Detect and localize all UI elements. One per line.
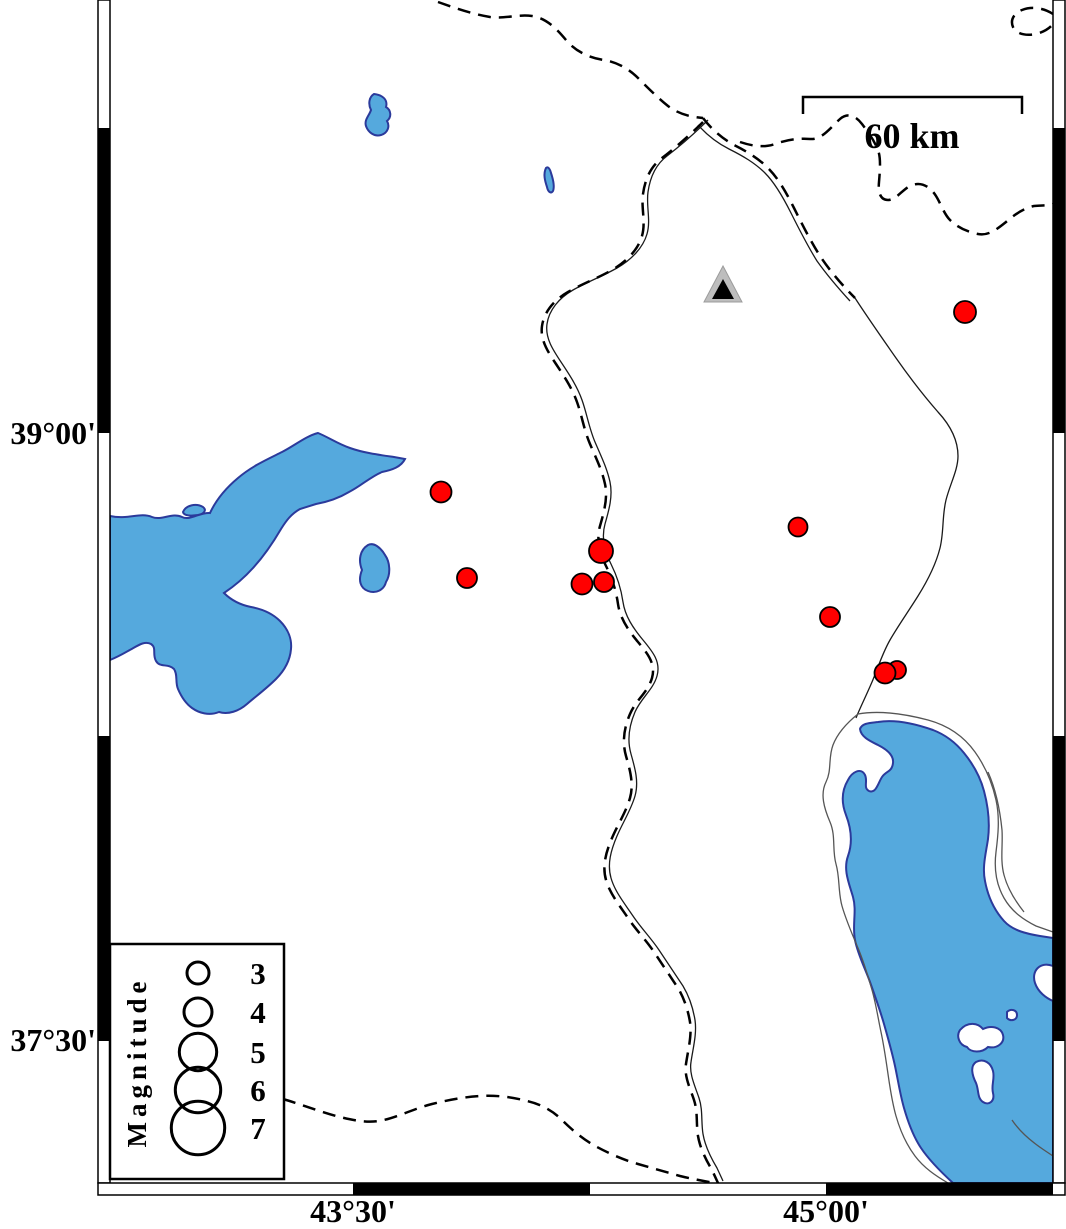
urmia-shoreline-west bbox=[822, 713, 949, 1184]
legend-magnitude-value: 7 bbox=[250, 1111, 266, 1146]
legend-entries: 3 4 567 bbox=[169, 956, 266, 1157]
urmia-shoreline-north bbox=[857, 711, 1054, 933]
frame-bottom-black-2 bbox=[826, 1183, 1053, 1195]
border-northeast-diagonal bbox=[702, 117, 856, 299]
urmia-shoreline-southeast bbox=[1011, 1119, 1054, 1157]
border-bottom-southwest bbox=[282, 1094, 715, 1185]
small-pond bbox=[181, 503, 206, 517]
lake-van bbox=[109, 431, 407, 715]
frame-left-black-2 bbox=[98, 736, 110, 1041]
map-frame bbox=[97, 0, 1066, 1196]
lat-label-39: 39°00' bbox=[10, 415, 96, 451]
frame-right-black-2 bbox=[1053, 736, 1065, 1041]
small-lake-north bbox=[543, 166, 555, 194]
station-marker bbox=[703, 264, 743, 303]
scale-bar-bracket bbox=[801, 95, 1024, 114]
legend-magnitude-circle bbox=[169, 1099, 227, 1157]
province-border-east bbox=[854, 297, 959, 719]
border-east-horizontal bbox=[739, 114, 1054, 236]
earthquake-dot bbox=[588, 538, 614, 564]
lon-label-4500: 45°00' bbox=[783, 1193, 869, 1229]
legend-magnitude-value: 3 bbox=[250, 956, 266, 991]
earthquake-dot bbox=[873, 661, 897, 685]
earthquake-dot bbox=[429, 480, 453, 504]
dashed-border-layer bbox=[282, 0, 1054, 1185]
magnitude-legend: Magnitude 3 4 567 bbox=[108, 942, 286, 1181]
shoreline-layer bbox=[822, 711, 1054, 1184]
lake-layer bbox=[109, 92, 1054, 1184]
frame-left-black-1 bbox=[98, 128, 110, 433]
legend-magnitude-value: 6 bbox=[250, 1073, 266, 1108]
urmia-shoreline-east bbox=[987, 771, 1025, 913]
border-middle-vertical bbox=[540, 121, 720, 1184]
frame-right-black-1 bbox=[1053, 128, 1065, 433]
lon-label-4330: 43°30' bbox=[310, 1193, 396, 1229]
legend-magnitude-circle bbox=[173, 1065, 223, 1115]
earthquake-dot bbox=[787, 516, 809, 538]
legend-magnitude-circle bbox=[185, 960, 211, 986]
small-lake-northwest bbox=[364, 92, 392, 137]
border-top-northwest bbox=[437, 0, 704, 120]
lat-label-3730: 37°30' bbox=[10, 1022, 96, 1058]
province-border-northeast bbox=[697, 124, 851, 302]
legend-magnitude-circle bbox=[182, 996, 214, 1028]
lake-urmia bbox=[841, 720, 1054, 1184]
legend-magnitude-value: 4 bbox=[250, 995, 266, 1030]
earthquake-layer bbox=[429, 300, 977, 685]
earthquake-dot bbox=[819, 606, 841, 628]
earthquake-dot bbox=[456, 567, 478, 589]
frame-bottom-black-1 bbox=[353, 1183, 590, 1195]
earthquake-dot bbox=[593, 571, 615, 593]
border-topright-hook bbox=[1010, 6, 1054, 36]
legend-magnitude-circle bbox=[177, 1031, 219, 1073]
scale-bar: 60 km bbox=[801, 95, 1024, 156]
earthquake-dot bbox=[953, 300, 977, 324]
lake-ercek bbox=[359, 543, 391, 593]
legend-title: Magnitude bbox=[122, 976, 152, 1147]
axis-labels: 39°00' 37°30' 43°30' 45°00' bbox=[10, 415, 869, 1229]
station-triangle-icon bbox=[712, 279, 734, 299]
earthquake-dot bbox=[570, 572, 594, 596]
legend-magnitude-value: 5 bbox=[250, 1035, 266, 1070]
scale-bar-label: 60 km bbox=[864, 116, 959, 156]
